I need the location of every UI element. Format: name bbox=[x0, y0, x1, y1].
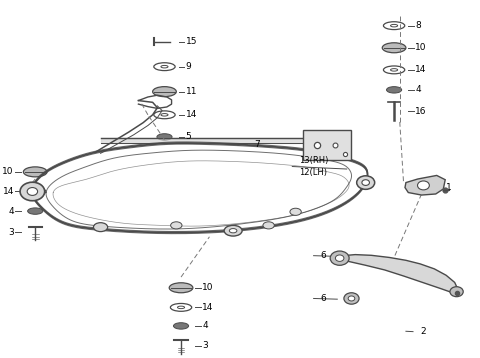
Text: 4: 4 bbox=[8, 207, 14, 216]
Text: 16: 16 bbox=[415, 107, 427, 116]
Text: 14: 14 bbox=[186, 110, 197, 119]
Text: 9: 9 bbox=[186, 62, 192, 71]
Ellipse shape bbox=[290, 208, 301, 216]
Text: 14: 14 bbox=[2, 187, 14, 196]
Text: 10: 10 bbox=[203, 283, 214, 292]
Ellipse shape bbox=[173, 323, 189, 329]
Text: 2: 2 bbox=[420, 327, 426, 336]
Ellipse shape bbox=[157, 134, 172, 140]
Text: 3: 3 bbox=[8, 228, 14, 237]
Text: 14: 14 bbox=[415, 66, 427, 74]
Ellipse shape bbox=[386, 87, 402, 93]
Text: 5: 5 bbox=[186, 132, 192, 141]
Ellipse shape bbox=[382, 43, 406, 53]
Ellipse shape bbox=[20, 182, 45, 201]
Text: 6: 6 bbox=[321, 251, 326, 260]
Text: 1: 1 bbox=[446, 183, 452, 192]
Text: 7: 7 bbox=[254, 140, 260, 149]
Ellipse shape bbox=[336, 255, 344, 261]
Text: 8: 8 bbox=[415, 21, 421, 30]
Polygon shape bbox=[337, 255, 458, 294]
Ellipse shape bbox=[229, 228, 237, 233]
Ellipse shape bbox=[348, 296, 355, 301]
Ellipse shape bbox=[170, 222, 182, 229]
FancyBboxPatch shape bbox=[303, 130, 350, 160]
Ellipse shape bbox=[28, 208, 43, 214]
Text: 6: 6 bbox=[321, 294, 326, 303]
Ellipse shape bbox=[362, 180, 370, 185]
Ellipse shape bbox=[418, 181, 429, 190]
Text: 4: 4 bbox=[415, 85, 421, 95]
Ellipse shape bbox=[169, 283, 193, 293]
Text: 4: 4 bbox=[203, 321, 208, 330]
Text: 10: 10 bbox=[2, 168, 14, 176]
Ellipse shape bbox=[24, 167, 47, 177]
Ellipse shape bbox=[344, 293, 359, 304]
Ellipse shape bbox=[94, 223, 108, 232]
Text: 14: 14 bbox=[203, 303, 214, 312]
Text: 13(RH)
12(LH): 13(RH) 12(LH) bbox=[300, 156, 329, 176]
Text: 11: 11 bbox=[186, 87, 197, 96]
Ellipse shape bbox=[330, 251, 349, 265]
Ellipse shape bbox=[450, 287, 463, 297]
Ellipse shape bbox=[153, 87, 176, 97]
Text: 15: 15 bbox=[186, 37, 197, 46]
Polygon shape bbox=[405, 175, 445, 195]
Text: 3: 3 bbox=[203, 342, 208, 350]
Ellipse shape bbox=[27, 188, 37, 195]
Ellipse shape bbox=[224, 225, 242, 236]
Ellipse shape bbox=[263, 222, 274, 229]
Text: 10: 10 bbox=[415, 43, 427, 52]
Ellipse shape bbox=[357, 176, 375, 189]
